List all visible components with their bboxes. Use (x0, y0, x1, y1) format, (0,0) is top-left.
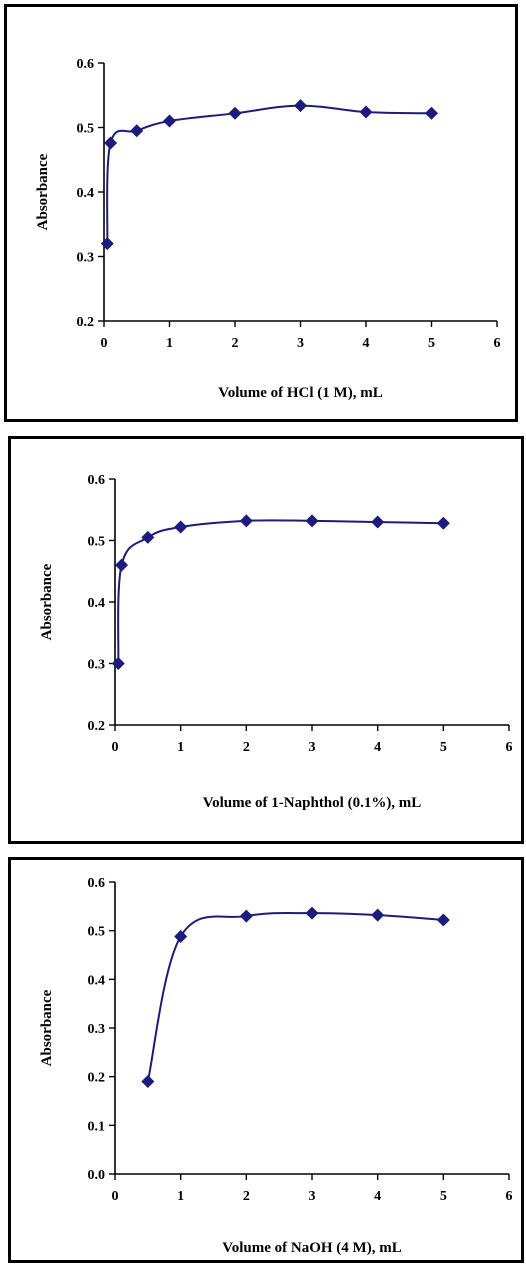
x-axis-title: Volume of HCl (1 M), mL (218, 385, 382, 401)
x-tick-label: 6 (494, 336, 501, 351)
data-point-marker (436, 913, 450, 927)
series-line (146, 912, 444, 1082)
data-point-marker (174, 520, 188, 534)
series-line (106, 104, 432, 244)
y-tick-label: 0.6 (88, 876, 106, 891)
x-tick-label: 5 (440, 1189, 447, 1204)
y-tick-label: 0.2 (88, 719, 106, 734)
x-axis-title: Volume of 1-Naphthol (0.1%), mL (203, 795, 422, 811)
x-tick-label: 2 (232, 336, 239, 351)
y-tick-label: 0.4 (88, 973, 106, 988)
data-point-marker (115, 558, 129, 572)
data-point-marker (163, 114, 176, 128)
data-point-marker (104, 136, 118, 150)
chart-panel-naphthol: 0.2 0.3 0.4 0.5 0.6 0 1 2 3 4 5 6 Volume of 1-Naphth… (8, 436, 524, 844)
y-tick-label: 0.0 (88, 1168, 106, 1183)
x-tick-label: 4 (363, 336, 370, 351)
x-tick-label: 0 (112, 740, 119, 755)
x-tick-label: 5 (428, 336, 435, 351)
x-tick-label: 5 (440, 740, 447, 755)
x-tick-label: 4 (374, 740, 381, 755)
y-tick-label: 0.5 (77, 122, 95, 137)
y-tick-label: 0.3 (88, 1022, 106, 1037)
chart-naphthol: 0.2 0.3 0.4 0.5 0.6 0 1 2 3 4 5 6 Volume of 1-Naphth… (39, 473, 513, 811)
data-point-marker (359, 105, 373, 119)
y-tick-label: 0.2 (77, 315, 95, 330)
data-point-marker (141, 1075, 155, 1089)
x-tick-label: 6 (506, 1189, 513, 1204)
data-point-marker (228, 106, 242, 120)
data-point-marker (239, 514, 253, 528)
x-tick-label: 1 (177, 1189, 184, 1204)
y-axis-title: Absorbance (39, 989, 55, 1066)
chart-hcl: 0.2 0.3 0.4 0.5 0.6 0 1 2 3 4 5 6 Volume of HCl (1 M… (35, 57, 501, 401)
x-tick-label: 3 (297, 336, 304, 351)
data-point-marker (130, 124, 144, 138)
x-tick-label: 3 (309, 740, 316, 755)
y-tick-label: 0.6 (88, 473, 106, 488)
chart-naoh: 0.0 0.1 0.2 0.3 0.4 0.5 0.6 0 1 2 3 4 5 6 Volume of Na… (39, 876, 513, 1256)
y-tick-label: 0.5 (88, 925, 106, 940)
data-point-marker (100, 237, 114, 251)
data-point-marker (294, 99, 307, 113)
data-point-marker (174, 930, 188, 944)
data-point-marker (239, 909, 253, 923)
data-point-marker (305, 514, 319, 528)
y-tick-label: 0.6 (77, 57, 95, 72)
x-tick-label: 2 (243, 740, 250, 755)
y-tick-label: 0.3 (77, 251, 95, 266)
series-line (117, 519, 444, 664)
x-tick-label: 1 (177, 740, 184, 755)
chart-panel-hcl: 0.2 0.3 0.4 0.5 0.6 0 1 2 3 4 5 6 Volume of HCl (1 M… (4, 4, 518, 422)
y-axis-title: Absorbance (35, 153, 51, 230)
data-point-marker (305, 906, 319, 920)
x-tick-label: 4 (374, 1189, 381, 1204)
y-tick-label: 0.5 (88, 535, 106, 550)
y-axis-title: Absorbance (39, 563, 55, 640)
data-point-marker (111, 657, 125, 670)
data-point-marker (436, 516, 450, 530)
y-tick-label: 0.1 (88, 1119, 106, 1134)
data-point-marker (141, 530, 155, 544)
data-point-marker (371, 908, 385, 922)
y-tick-label: 0.2 (88, 1071, 106, 1086)
x-tick-label: 0 (112, 1189, 119, 1204)
x-tick-label: 1 (166, 336, 173, 351)
y-tick-label: 0.4 (88, 596, 106, 611)
x-tick-label: 6 (506, 740, 513, 755)
x-tick-label: 0 (101, 336, 108, 351)
chart-panel-naoh: 0.0 0.1 0.2 0.3 0.4 0.5 0.6 0 1 2 3 4 5 6 Volume of Na… (8, 857, 524, 1263)
data-point-marker (371, 515, 385, 529)
x-tick-label: 2 (243, 1189, 250, 1204)
y-tick-label: 0.3 (88, 658, 106, 673)
data-point-marker (425, 106, 438, 120)
y-tick-label: 0.4 (77, 186, 95, 201)
x-axis-title: Volume of NaOH (4 M), mL (222, 1240, 401, 1256)
x-tick-label: 3 (309, 1189, 316, 1204)
